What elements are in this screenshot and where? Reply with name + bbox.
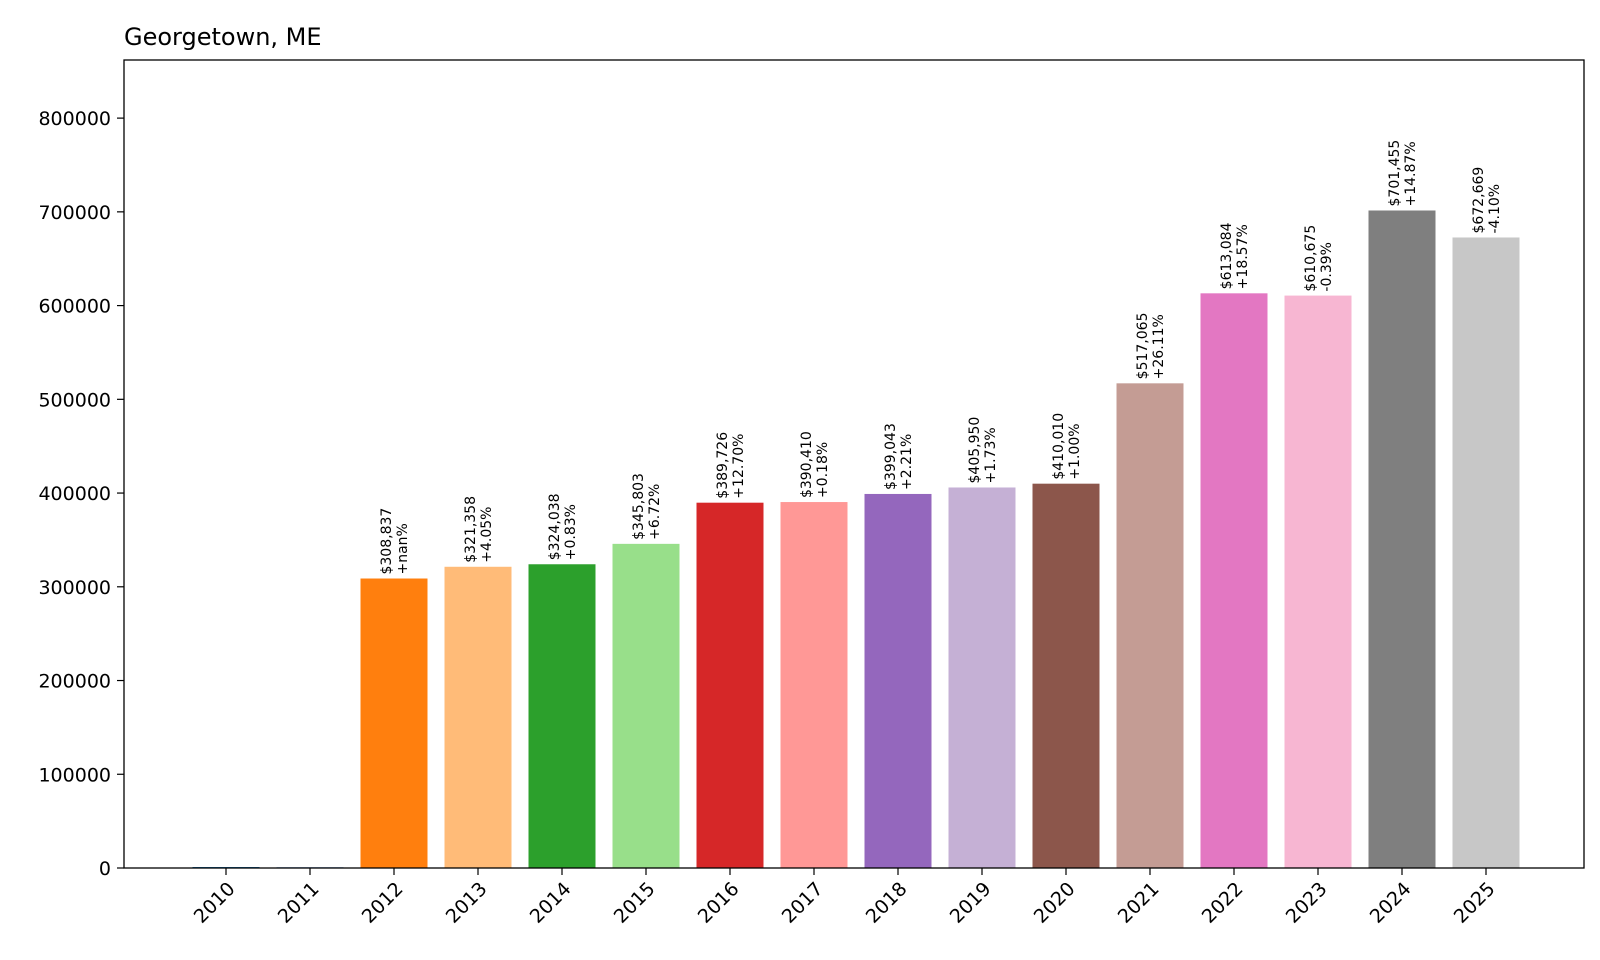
bar-2019 — [948, 487, 1016, 868]
x-tick-label-2019: 2019 — [946, 878, 996, 928]
data-label-2025: $672,669-4.10% — [1471, 167, 1503, 234]
y-tick-label-600000: 600000 — [38, 296, 111, 318]
data-label-2019: $405,950+1.73% — [967, 417, 999, 484]
bar-2018 — [864, 493, 932, 868]
bar-2020 — [1032, 483, 1100, 868]
bar-2015 — [612, 543, 680, 868]
data-label-2021: $517,065+26.11% — [1135, 313, 1167, 380]
x-tick-label-2025: 2025 — [1450, 878, 1500, 928]
y-tick-label-500000: 500000 — [38, 389, 111, 411]
x-tick-label-2011: 2011 — [274, 878, 324, 928]
x-tick-label-2015: 2015 — [610, 878, 660, 928]
bar-2023 — [1284, 295, 1352, 868]
plot-area: $308,837+nan% $321,358+4.05% $324,038+0.83… — [38, 59, 1585, 928]
data-label-2013: $321,358+4.05% — [463, 496, 495, 563]
x-tick-label-2022: 2022 — [1198, 878, 1248, 928]
data-label-2018: $399,043+2.21% — [883, 423, 915, 490]
y-tick-label-300000: 300000 — [38, 577, 111, 599]
bar-2024 — [1368, 210, 1436, 868]
bar-2021 — [1116, 383, 1184, 868]
data-label-2023: $610,675-0.39% — [1303, 225, 1335, 292]
data-label-2024: $701,455+14.87% — [1387, 140, 1419, 207]
x-tick-label-2024: 2024 — [1366, 878, 1416, 928]
x-tick-label-2013: 2013 — [442, 878, 492, 928]
data-label-2020: $410,010+1.00% — [1051, 413, 1083, 480]
chart-title: Georgetown, ME — [124, 23, 322, 51]
x-tick-label-2021: 2021 — [1114, 878, 1164, 928]
x-tick-label-2014: 2014 — [526, 878, 576, 928]
bar-2022 — [1200, 293, 1268, 869]
data-label-2012: $308,837+nan% — [379, 508, 411, 575]
plot-frame — [123, 59, 1585, 869]
y-tick-label-400000: 400000 — [38, 483, 111, 505]
x-tick-label-2017: 2017 — [778, 878, 828, 928]
data-label-2015: $345,803+6.72% — [631, 473, 663, 540]
data-label-2022: $613,084+18.57% — [1219, 222, 1251, 289]
data-label-2016: $389,726+12.70% — [715, 432, 747, 499]
data-label-2017: $390,410+0.18% — [799, 431, 831, 498]
bar-2017 — [780, 502, 848, 868]
bar-2014 — [528, 564, 596, 868]
y-tick-label-800000: 800000 — [38, 108, 111, 130]
y-tick-label-100000: 100000 — [38, 764, 111, 786]
x-tick-label-2016: 2016 — [694, 878, 744, 928]
bar-2025 — [1452, 237, 1520, 869]
y-tick-label-700000: 700000 — [38, 202, 111, 224]
x-tick-label-2020: 2020 — [1030, 878, 1080, 928]
x-tick-label-2023: 2023 — [1282, 878, 1332, 928]
bar-2012 — [360, 578, 428, 868]
data-label-2014: $324,038+0.83% — [547, 493, 579, 560]
bar-2013 — [444, 566, 512, 868]
y-tick-label-0: 0 — [99, 858, 111, 880]
x-tick-label-2010: 2010 — [190, 878, 240, 928]
x-tick-label-2012: 2012 — [358, 878, 408, 928]
x-tick-label-2018: 2018 — [862, 878, 912, 928]
bar-2016 — [696, 502, 764, 868]
y-tick-label-200000: 200000 — [38, 671, 111, 693]
